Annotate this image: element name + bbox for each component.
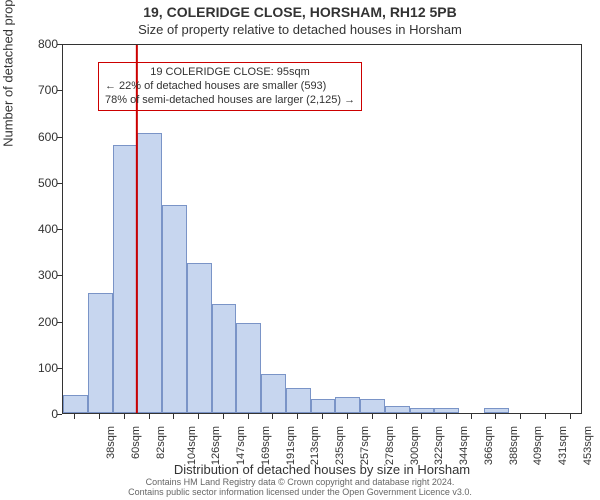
y-tick-label: 300 bbox=[8, 268, 58, 282]
x-tick-label: 82sqm bbox=[155, 426, 167, 459]
histogram-bar bbox=[63, 395, 88, 414]
histogram-bar bbox=[212, 304, 237, 413]
x-tick-mark bbox=[99, 414, 100, 419]
x-tick-label: 191sqm bbox=[285, 426, 297, 465]
x-tick-mark bbox=[421, 414, 422, 419]
x-tick-mark bbox=[446, 414, 447, 419]
x-tick-mark bbox=[248, 414, 249, 419]
x-tick-mark bbox=[223, 414, 224, 419]
x-tick-label: 344sqm bbox=[458, 426, 470, 465]
x-tick-label: 213sqm bbox=[310, 426, 322, 465]
x-tick-label: 431sqm bbox=[557, 426, 569, 465]
x-tick-label: 169sqm bbox=[260, 426, 272, 465]
x-tick-label: 388sqm bbox=[508, 426, 520, 465]
x-tick-label: 104sqm bbox=[186, 426, 198, 465]
histogram-bar bbox=[113, 145, 138, 413]
y-tick-label: 100 bbox=[8, 361, 58, 375]
y-tick-label: 800 bbox=[8, 37, 58, 51]
histogram-bar bbox=[360, 399, 385, 413]
x-tick-mark bbox=[322, 414, 323, 419]
y-tick-label: 200 bbox=[8, 315, 58, 329]
x-tick-label: 366sqm bbox=[483, 426, 495, 465]
page-subtitle: Size of property relative to detached ho… bbox=[0, 22, 600, 37]
histogram-bar bbox=[286, 388, 311, 413]
x-tick-mark bbox=[297, 414, 298, 419]
x-tick-mark bbox=[74, 414, 75, 419]
x-tick-label: 322sqm bbox=[433, 426, 445, 465]
x-tick-label: 147sqm bbox=[235, 426, 247, 465]
x-tick-mark bbox=[198, 414, 199, 419]
x-tick-mark bbox=[347, 414, 348, 419]
x-axis-label: Distribution of detached houses by size … bbox=[62, 462, 582, 477]
histogram-bar bbox=[434, 408, 459, 413]
y-tick-label: 0 bbox=[8, 407, 58, 421]
y-tick-label: 400 bbox=[8, 222, 58, 236]
x-tick-mark bbox=[495, 414, 496, 419]
histogram-bar bbox=[410, 408, 435, 413]
callout-line: 78% of semi-detached houses are larger (… bbox=[105, 94, 355, 108]
x-tick-mark bbox=[396, 414, 397, 419]
x-tick-label: 60sqm bbox=[130, 426, 142, 459]
x-tick-mark bbox=[520, 414, 521, 419]
histogram-bar bbox=[261, 374, 286, 413]
x-tick-mark bbox=[545, 414, 546, 419]
x-tick-mark bbox=[272, 414, 273, 419]
x-tick-mark bbox=[173, 414, 174, 419]
y-tick-label: 700 bbox=[8, 83, 58, 97]
histogram-bar bbox=[137, 133, 162, 413]
chart-container: 19, COLERIDGE CLOSE, HORSHAM, RH12 5PB S… bbox=[0, 0, 600, 500]
x-tick-mark bbox=[471, 414, 472, 419]
callout-box: 19 COLERIDGE CLOSE: 95sqm← 22% of detach… bbox=[98, 62, 362, 111]
callout-line: ← 22% of detached houses are smaller (59… bbox=[105, 80, 355, 94]
histogram-bar bbox=[385, 406, 410, 413]
y-axis-label: Number of detached properties bbox=[1, 0, 16, 147]
x-tick-label: 300sqm bbox=[409, 426, 421, 465]
x-tick-mark bbox=[124, 414, 125, 419]
y-tick-label: 600 bbox=[8, 130, 58, 144]
page-title: 19, COLERIDGE CLOSE, HORSHAM, RH12 5PB bbox=[0, 4, 600, 20]
x-tick-label: 453sqm bbox=[582, 426, 594, 465]
x-tick-label: 409sqm bbox=[532, 426, 544, 465]
x-tick-mark bbox=[570, 414, 571, 419]
plot-area: 19 COLERIDGE CLOSE: 95sqm← 22% of detach… bbox=[62, 44, 582, 414]
histogram-bar bbox=[187, 263, 212, 413]
histogram-bar bbox=[88, 293, 113, 413]
y-tick-label: 500 bbox=[8, 176, 58, 190]
histogram-bar bbox=[162, 205, 187, 413]
x-tick-label: 278sqm bbox=[384, 426, 396, 465]
x-tick-label: 235sqm bbox=[334, 426, 346, 465]
x-tick-label: 257sqm bbox=[359, 426, 371, 465]
attribution-line-2: Contains public sector information licen… bbox=[0, 488, 600, 498]
histogram-bar bbox=[236, 323, 261, 413]
x-tick-label: 126sqm bbox=[211, 426, 223, 465]
attribution: Contains HM Land Registry data © Crown c… bbox=[0, 478, 600, 498]
x-tick-mark bbox=[372, 414, 373, 419]
histogram-bar bbox=[335, 397, 360, 413]
x-tick-label: 38sqm bbox=[105, 426, 117, 459]
x-tick-mark bbox=[149, 414, 150, 419]
callout-line: 19 COLERIDGE CLOSE: 95sqm bbox=[105, 66, 355, 80]
histogram-bar bbox=[484, 408, 509, 413]
histogram-bar bbox=[311, 399, 336, 413]
